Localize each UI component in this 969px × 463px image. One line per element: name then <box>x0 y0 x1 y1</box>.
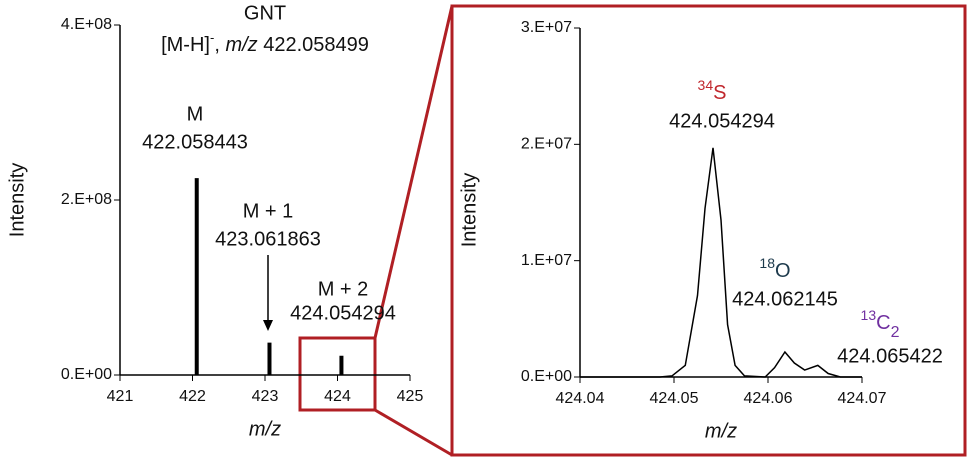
x-axis-label: m/z <box>705 420 737 442</box>
x-tick-label: 425 <box>397 388 424 405</box>
zoom-box <box>298 336 377 412</box>
peak-label: M <box>187 103 204 125</box>
y-tick-label: 1.E+07 <box>521 252 572 269</box>
peak-mass: 422.058443 <box>142 131 248 153</box>
x-axis-label: m/z <box>249 418 281 440</box>
zoom-connector <box>374 408 453 457</box>
subtitle-part: 422.058499 <box>258 34 369 56</box>
isotope-label: 13C2 <box>861 307 900 341</box>
x-tick-label: 424.05 <box>650 390 699 407</box>
subtitle-part: , <box>214 34 225 56</box>
chart-subtitle: [M-H]-, m/z 422.058499 <box>161 30 369 56</box>
isotope-mass: 424.062145 <box>732 288 838 310</box>
y-tick-label: 3.E+07 <box>521 19 572 36</box>
y-tick-label: 2.E+07 <box>521 136 572 153</box>
zoom-connector <box>373 5 454 339</box>
isotope-part: 2 <box>891 324 900 341</box>
isotope-part: C <box>876 312 890 334</box>
peak-label: M + 1 <box>243 200 294 222</box>
isotope-part: S <box>713 82 726 104</box>
y-tick-label: 0.E+00 <box>61 366 112 383</box>
zoom-panel <box>450 4 967 457</box>
y-axis-label: Intensity <box>458 173 480 247</box>
isotope-part: 34 <box>698 77 714 93</box>
isotope-label: 18O <box>759 255 790 283</box>
subtitle-part: [M-H] <box>161 34 210 56</box>
y-tick-label: 2.E+08 <box>61 191 112 208</box>
chart-title: GNT <box>244 2 286 24</box>
x-tick-label: 423 <box>252 388 279 405</box>
peak <box>194 178 199 375</box>
arrow-head <box>263 320 273 331</box>
isotope-part: 18 <box>759 255 775 271</box>
y-axis-label: Intensity <box>6 163 28 237</box>
peak <box>339 355 344 375</box>
peak-mass: 424.054294 <box>290 302 396 324</box>
profile-line <box>580 147 862 378</box>
peak <box>267 342 272 375</box>
peak-mass: 423.061863 <box>215 228 321 250</box>
isotope-label: 34S <box>698 77 727 105</box>
x-tick-label: 424 <box>324 388 351 405</box>
y-tick-label: 4.E+08 <box>61 16 112 33</box>
x-tick-label: 424.04 <box>556 390 605 407</box>
x-tick-label: 422 <box>179 388 206 405</box>
y-tick-label: 0.E+00 <box>521 368 572 385</box>
x-tick-label: 421 <box>107 388 134 405</box>
isotope-mass: 424.054294 <box>669 110 775 132</box>
x-tick-label: 424.06 <box>744 390 793 407</box>
subtitle-part: - <box>210 30 214 45</box>
isotope-mass: 424.065422 <box>837 345 943 367</box>
subtitle-part: m/z <box>225 34 257 56</box>
isotope-part: 13 <box>861 307 877 323</box>
isotope-part: O <box>775 260 791 282</box>
peak-label: M + 2 <box>318 278 369 300</box>
x-tick-label: 424.07 <box>838 390 887 407</box>
